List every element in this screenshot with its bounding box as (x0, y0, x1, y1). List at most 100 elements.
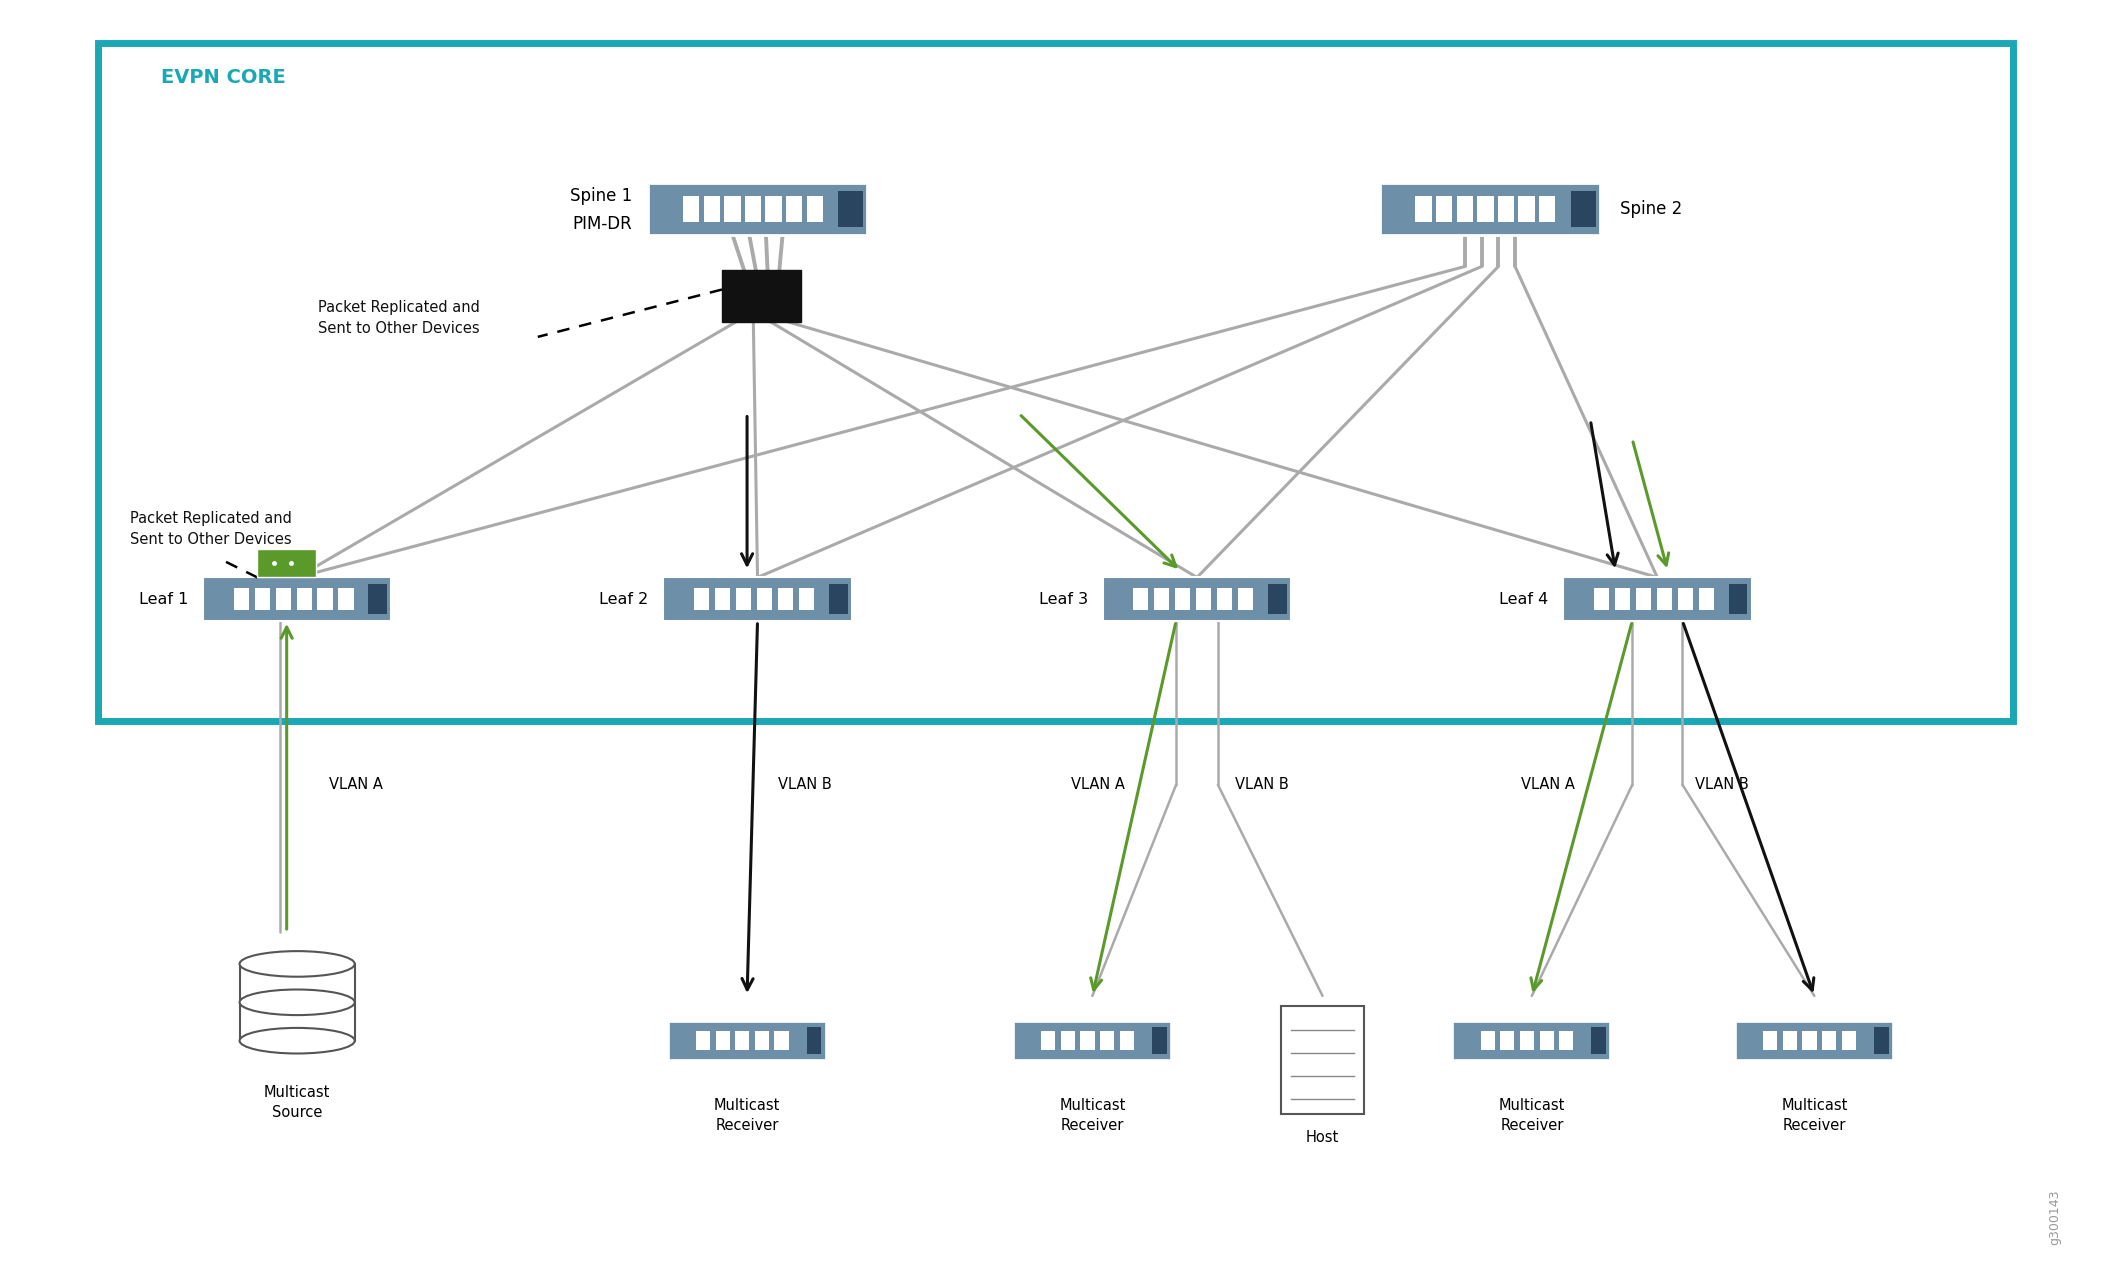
FancyBboxPatch shape (807, 196, 824, 222)
FancyBboxPatch shape (1132, 589, 1149, 611)
Text: Host: Host (1307, 1131, 1338, 1145)
FancyBboxPatch shape (1679, 589, 1693, 611)
FancyBboxPatch shape (1477, 196, 1494, 222)
FancyBboxPatch shape (744, 196, 761, 222)
FancyBboxPatch shape (1538, 196, 1555, 222)
FancyBboxPatch shape (1481, 1032, 1494, 1050)
FancyBboxPatch shape (798, 589, 813, 611)
FancyBboxPatch shape (1498, 196, 1515, 222)
FancyBboxPatch shape (695, 1032, 710, 1050)
Text: Packet Replicated and
Sent to Other Devices: Packet Replicated and Sent to Other Devi… (317, 300, 479, 336)
FancyBboxPatch shape (1637, 589, 1651, 611)
FancyBboxPatch shape (777, 589, 792, 611)
Text: PIM-DR: PIM-DR (571, 215, 632, 233)
FancyBboxPatch shape (683, 196, 700, 222)
FancyBboxPatch shape (1540, 1032, 1553, 1050)
FancyBboxPatch shape (1103, 577, 1292, 621)
FancyBboxPatch shape (735, 1032, 750, 1050)
FancyBboxPatch shape (233, 589, 248, 611)
Text: Multicast
Source: Multicast Source (265, 1086, 330, 1121)
FancyBboxPatch shape (1803, 1032, 1817, 1050)
FancyBboxPatch shape (1174, 589, 1191, 611)
FancyBboxPatch shape (1572, 191, 1595, 227)
FancyBboxPatch shape (1822, 1032, 1836, 1050)
FancyBboxPatch shape (296, 589, 311, 611)
Ellipse shape (240, 989, 355, 1015)
FancyBboxPatch shape (668, 1021, 826, 1060)
FancyBboxPatch shape (1153, 589, 1170, 611)
FancyBboxPatch shape (1843, 1032, 1855, 1050)
FancyBboxPatch shape (723, 270, 800, 322)
FancyBboxPatch shape (1729, 583, 1748, 614)
FancyBboxPatch shape (756, 589, 771, 611)
FancyBboxPatch shape (1216, 589, 1233, 611)
FancyBboxPatch shape (1237, 589, 1254, 611)
FancyBboxPatch shape (1195, 589, 1212, 611)
FancyBboxPatch shape (716, 1032, 729, 1050)
FancyBboxPatch shape (1658, 589, 1672, 611)
FancyBboxPatch shape (714, 589, 729, 611)
Text: VLAN A: VLAN A (1072, 777, 1126, 792)
FancyBboxPatch shape (1454, 1021, 1609, 1060)
FancyBboxPatch shape (1080, 1032, 1095, 1050)
FancyBboxPatch shape (1784, 1032, 1796, 1050)
FancyBboxPatch shape (1101, 1032, 1114, 1050)
Text: Multicast
Receiver: Multicast Receiver (1059, 1099, 1126, 1133)
FancyBboxPatch shape (1416, 196, 1433, 222)
Text: Packet Replicated and
Sent to Other Devices: Packet Replicated and Sent to Other Devi… (130, 511, 292, 547)
FancyBboxPatch shape (754, 1032, 769, 1050)
FancyBboxPatch shape (1563, 577, 1752, 621)
Text: Leaf 4: Leaf 4 (1500, 591, 1548, 607)
FancyBboxPatch shape (1042, 1032, 1055, 1050)
FancyBboxPatch shape (1380, 183, 1599, 234)
Text: VLAN B: VLAN B (779, 777, 832, 792)
Text: Multicast
Receiver: Multicast Receiver (714, 1099, 779, 1133)
FancyBboxPatch shape (807, 1028, 821, 1054)
Text: VLAN A: VLAN A (1521, 777, 1576, 792)
Text: VLAN B: VLAN B (1696, 777, 1748, 792)
FancyBboxPatch shape (1763, 1032, 1777, 1050)
Ellipse shape (240, 951, 355, 976)
FancyBboxPatch shape (1590, 1028, 1605, 1054)
Text: Multicast
Receiver: Multicast Receiver (1498, 1099, 1565, 1133)
FancyBboxPatch shape (1519, 196, 1536, 222)
FancyBboxPatch shape (1120, 1032, 1135, 1050)
FancyBboxPatch shape (1061, 1032, 1076, 1050)
FancyBboxPatch shape (1559, 1032, 1574, 1050)
Text: EVPN CORE: EVPN CORE (162, 68, 286, 88)
FancyBboxPatch shape (99, 43, 2013, 721)
FancyBboxPatch shape (275, 589, 290, 611)
Text: Leaf 3: Leaf 3 (1040, 591, 1088, 607)
FancyBboxPatch shape (338, 589, 353, 611)
FancyBboxPatch shape (1874, 1028, 1889, 1054)
Text: Leaf 2: Leaf 2 (599, 591, 649, 607)
FancyBboxPatch shape (1519, 1032, 1534, 1050)
Text: Spine 1: Spine 1 (569, 187, 632, 205)
FancyBboxPatch shape (647, 183, 868, 234)
FancyBboxPatch shape (1269, 583, 1288, 614)
FancyBboxPatch shape (765, 196, 782, 222)
FancyBboxPatch shape (368, 583, 387, 614)
FancyBboxPatch shape (1015, 1021, 1170, 1060)
FancyBboxPatch shape (1435, 196, 1452, 222)
FancyBboxPatch shape (1151, 1028, 1166, 1054)
FancyBboxPatch shape (317, 589, 332, 611)
FancyBboxPatch shape (838, 191, 864, 227)
Text: Leaf 1: Leaf 1 (139, 591, 189, 607)
Text: VLAN B: VLAN B (1235, 777, 1288, 792)
FancyBboxPatch shape (693, 589, 708, 611)
FancyBboxPatch shape (775, 1032, 788, 1050)
FancyBboxPatch shape (1616, 589, 1630, 611)
Text: g300143: g300143 (2048, 1190, 2061, 1245)
FancyBboxPatch shape (704, 196, 721, 222)
Text: VLAN A: VLAN A (328, 777, 382, 792)
FancyBboxPatch shape (1595, 589, 1609, 611)
FancyBboxPatch shape (1456, 196, 1473, 222)
Ellipse shape (240, 1028, 355, 1054)
FancyBboxPatch shape (204, 577, 391, 621)
FancyBboxPatch shape (1500, 1032, 1515, 1050)
FancyBboxPatch shape (254, 589, 269, 611)
FancyBboxPatch shape (725, 196, 742, 222)
FancyBboxPatch shape (1700, 589, 1714, 611)
FancyBboxPatch shape (786, 196, 803, 222)
